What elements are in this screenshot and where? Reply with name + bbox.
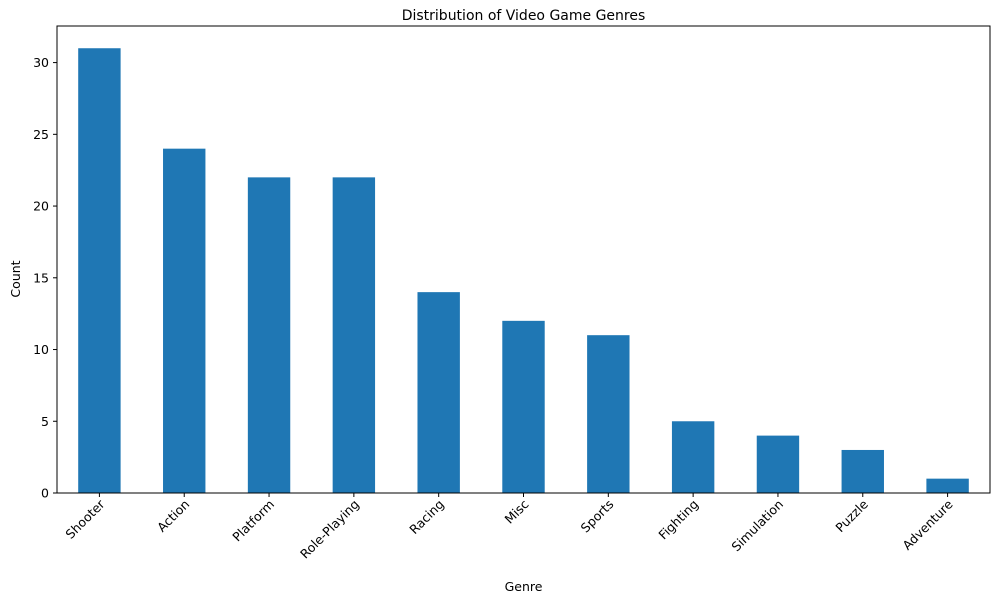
y-axis-label: Count [8,260,23,297]
bar-sports [587,335,630,493]
y-tick-label: 15 [33,270,49,285]
chart-title: Distribution of Video Game Genres [402,8,646,24]
y-tick-label: 5 [41,414,49,429]
bar-racing [417,292,460,493]
y-tick-label: 10 [33,342,49,357]
bar-platform [247,177,291,493]
bar-misc [502,320,545,493]
y-tick-label: 30 [33,55,49,70]
bar-role-playing [332,177,376,493]
y-tick-label: 25 [33,127,49,142]
x-axis-label: Genre [505,579,543,594]
bar-action [163,148,206,493]
bar-simulation [756,435,800,493]
y-tick-label: 0 [41,486,49,501]
bar-fighting [671,421,715,493]
axes-frame [56,25,991,494]
y-tick-label: 20 [33,199,49,214]
bar-shooter [78,48,121,493]
bar-puzzle [841,449,884,493]
bar-adventure [926,478,969,493]
